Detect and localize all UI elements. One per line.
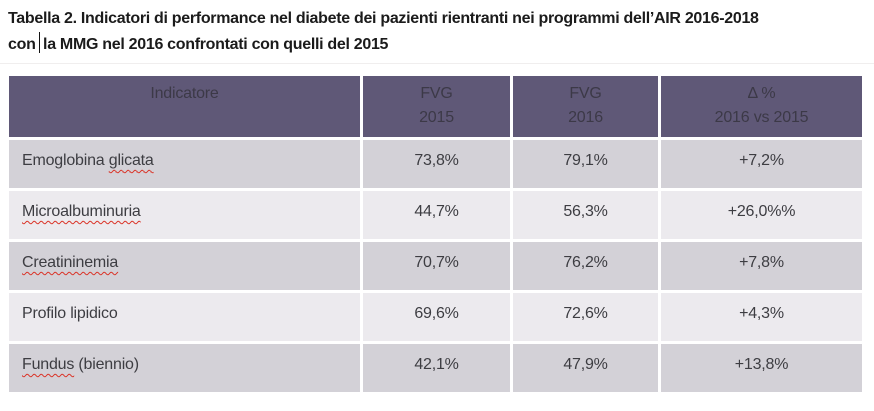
- table-row: Fundus (biennio) 42,1% 47,9% +13,8%: [6, 341, 865, 395]
- indicator-text-misspelled: glicata: [108, 152, 154, 169]
- table-body: Emoglobina glicata 73,8% 79,1% +7,2% Mic…: [6, 137, 865, 395]
- indicator-text: (biennio): [74, 356, 139, 373]
- delta-cell[interactable]: +7,8%: [658, 239, 865, 293]
- text-cursor: [38, 32, 41, 53]
- column-header-line1: FVG: [420, 85, 453, 102]
- caption-line1[interactable]: Tabella 2. Indicatori di performance nel…: [8, 10, 759, 27]
- column-header-line1: FVG: [569, 85, 602, 102]
- fvg-2015-cell[interactable]: 70,7%: [360, 239, 513, 293]
- caption-line2-after-cursor[interactable]: la MMG nel 2016 confrontati con quelli d…: [43, 36, 389, 53]
- delta-cell[interactable]: +26,0%%: [658, 188, 865, 242]
- indicator-cell[interactable]: Microalbuminuria: [6, 188, 363, 242]
- column-header-fvg-2015[interactable]: FVG 2015: [360, 73, 513, 140]
- table-row: Microalbuminuria 44,7% 56,3% +26,0%%: [6, 188, 865, 242]
- indicator-text: Emoglobina: [22, 152, 109, 169]
- column-header-line2: 2016: [568, 109, 603, 126]
- fvg-2015-cell[interactable]: 44,7%: [360, 188, 513, 242]
- column-header-delta[interactable]: Δ % 2016 vs 2015: [658, 73, 865, 140]
- delta-cell[interactable]: +4,3%: [658, 290, 865, 344]
- fvg-2016-cell[interactable]: 72,6%: [510, 290, 661, 344]
- indicator-text-misspelled: Fundus: [22, 356, 75, 373]
- fvg-2016-cell[interactable]: 79,1%: [510, 137, 661, 191]
- fvg-2016-cell[interactable]: 47,9%: [510, 341, 661, 395]
- indicator-text-misspelled: Microalbuminuria: [22, 203, 141, 220]
- caption-line2-before-cursor[interactable]: con: [8, 36, 36, 53]
- horizontal-divider: [0, 63, 874, 64]
- column-header-line1: Δ %: [747, 85, 776, 102]
- fvg-2015-cell[interactable]: 42,1%: [360, 341, 513, 395]
- indicator-text-misspelled: Creatininemia: [22, 254, 119, 271]
- indicator-text: Profilo lipidico: [22, 305, 118, 322]
- table-row: Emoglobina glicata 73,8% 79,1% +7,2%: [6, 137, 865, 191]
- column-header-fvg-2016[interactable]: FVG 2016: [510, 73, 661, 140]
- indicator-cell[interactable]: Profilo lipidico: [6, 290, 363, 344]
- fvg-2016-cell[interactable]: 56,3%: [510, 188, 661, 242]
- indicator-cell[interactable]: Creatininemia: [6, 239, 363, 293]
- column-header-line2: 2015: [419, 109, 454, 126]
- fvg-2015-cell[interactable]: 69,6%: [360, 290, 513, 344]
- table-row: Creatininemia 70,7% 76,2% +7,8%: [6, 239, 865, 293]
- indicator-cell[interactable]: Emoglobina glicata: [6, 137, 363, 191]
- header-row: Indicatore FVG 2015 FVG 2016 Δ % 2016 vs…: [6, 73, 865, 140]
- table-caption: Tabella 2. Indicatori di performance nel…: [8, 6, 868, 58]
- column-header-indicatore[interactable]: Indicatore: [6, 73, 363, 140]
- fvg-2016-cell[interactable]: 76,2%: [510, 239, 661, 293]
- column-header-line2: 2016 vs 2015: [714, 109, 809, 126]
- indicators-table: Indicatore FVG 2015 FVG 2016 Δ % 2016 vs…: [6, 73, 865, 395]
- delta-cell[interactable]: +7,2%: [658, 137, 865, 191]
- delta-cell[interactable]: +13,8%: [658, 341, 865, 395]
- column-header-line1: Indicatore: [150, 85, 219, 102]
- table-row: Profilo lipidico 69,6% 72,6% +4,3%: [6, 290, 865, 344]
- fvg-2015-cell[interactable]: 73,8%: [360, 137, 513, 191]
- indicator-cell[interactable]: Fundus (biennio): [6, 341, 363, 395]
